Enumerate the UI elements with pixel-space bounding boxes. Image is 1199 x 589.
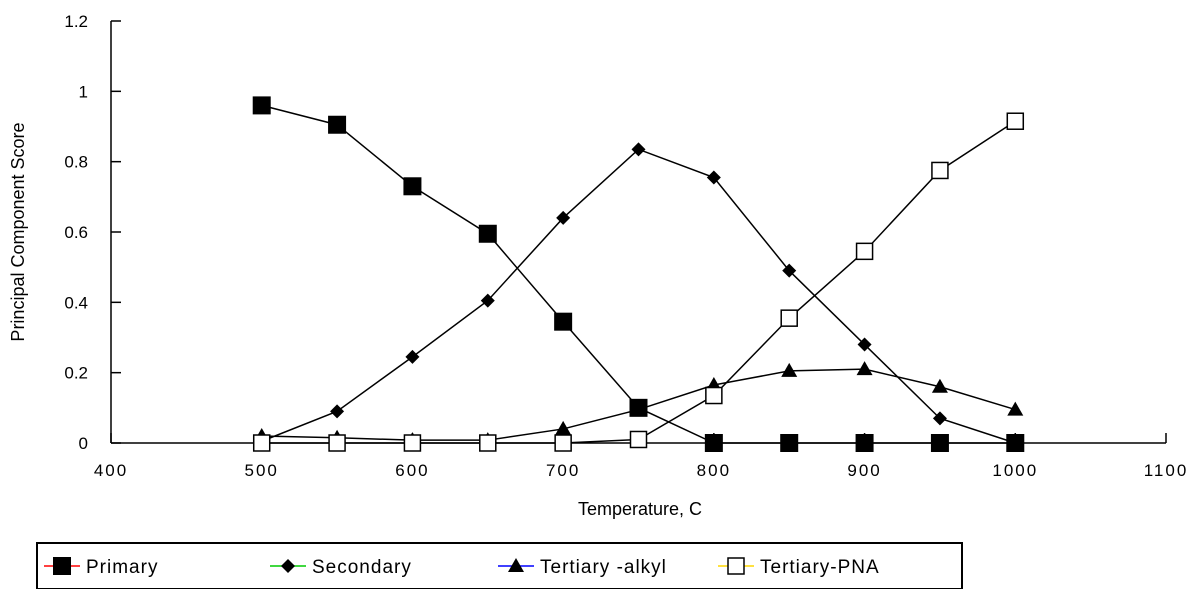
x-tick-label: 800 (697, 461, 731, 480)
series-4 (252, 112, 1025, 452)
data-point (403, 434, 422, 452)
legend-entry-4: Tertiary-PNA (718, 557, 880, 578)
y-tick-label: 0 (79, 434, 88, 453)
data-point (780, 309, 798, 327)
x-axis-title: Temperature, C (578, 499, 702, 519)
legend-marker (53, 557, 71, 575)
data-point (857, 337, 872, 352)
data-point (328, 115, 347, 134)
legend-label: Tertiary-PNA (760, 557, 880, 578)
axes: 0 0.2 0.4 0.6 0.8 1 1.2 400 500 600 700 800 900 1000 1… (64, 12, 1189, 480)
series-layer (252, 96, 1025, 452)
y-axis-title: Principal Component Score (8, 122, 28, 341)
y-tick-label: 0.4 (64, 293, 88, 312)
data-point (704, 434, 723, 452)
x-tick-label: 400 (94, 461, 128, 480)
series-3 (253, 361, 1024, 447)
x-tick-label: 1100 (1144, 461, 1189, 480)
y-tick-label: 1.2 (64, 12, 88, 31)
data-point (330, 404, 345, 419)
data-point (328, 434, 346, 452)
data-point (706, 170, 721, 185)
data-point (930, 434, 949, 452)
data-point (1007, 401, 1024, 416)
legend-entry-1: Primary (44, 557, 158, 578)
legend-label: Primary (86, 557, 158, 578)
y-tick-label: 0.6 (64, 223, 88, 242)
data-point (855, 242, 874, 261)
data-point (1008, 436, 1023, 450)
data-point (554, 434, 572, 452)
legend-marker (727, 557, 745, 575)
data-point (556, 210, 571, 225)
data-point (405, 349, 420, 364)
data-point (1006, 112, 1025, 130)
data-point (931, 161, 949, 180)
data-point (855, 434, 874, 452)
legend-entry-2: Secondary (270, 557, 412, 578)
x-tick-label: 1000 (992, 461, 1038, 480)
data-point (252, 434, 271, 452)
data-point (479, 434, 497, 452)
y-tick-label: 0.8 (64, 153, 88, 172)
data-point (931, 378, 948, 393)
data-point (478, 224, 497, 243)
legend-label: Tertiary -alkyl (540, 557, 667, 578)
data-point (705, 386, 723, 405)
series-line (261, 120, 1016, 444)
x-tick-label: 700 (546, 461, 580, 480)
legend-marker (281, 559, 295, 573)
data-point (252, 96, 271, 115)
legend-marker (508, 558, 524, 572)
data-point (631, 142, 646, 157)
data-point (403, 177, 422, 196)
data-point (554, 312, 573, 331)
data-point (480, 293, 495, 308)
data-point (782, 263, 797, 278)
data-point (629, 430, 648, 449)
legend-label: Secondary (312, 557, 412, 578)
x-tick-label: 900 (847, 461, 881, 480)
data-point (780, 434, 799, 452)
data-point (555, 420, 572, 435)
x-tick-label: 500 (245, 461, 279, 480)
y-tick-label: 1 (79, 82, 88, 101)
legend: Primary Secondary Tertiary -alkyl Tertiary-… (36, 542, 963, 589)
y-tick-label: 0.2 (64, 364, 88, 383)
data-point (630, 401, 647, 416)
data-point (781, 362, 798, 377)
x-tick-label: 600 (395, 461, 429, 480)
legend-entry-3: Tertiary -alkyl (498, 557, 667, 578)
data-point (856, 361, 873, 376)
data-point (932, 411, 947, 426)
